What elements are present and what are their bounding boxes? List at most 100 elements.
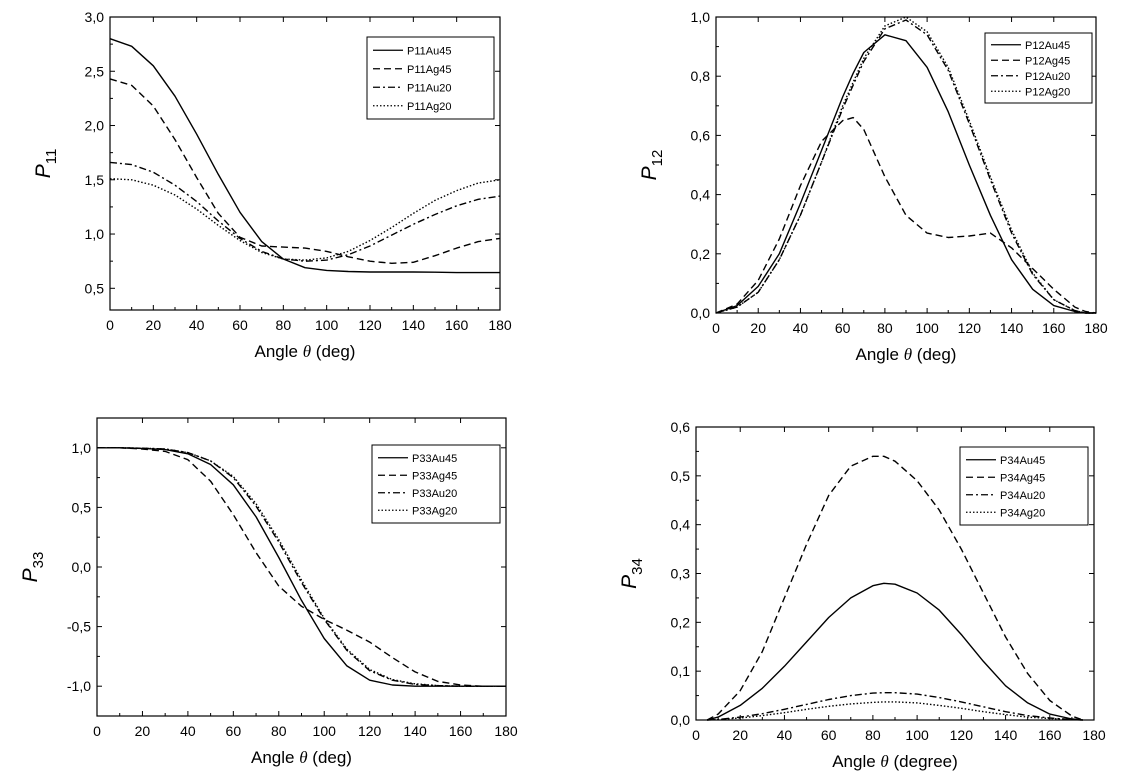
legend-label: P33Au45 [412, 453, 457, 465]
x-tick-label: 120 [958, 320, 982, 336]
x-axis-title-word: Angle [856, 345, 904, 364]
x-axis-title-symbol: θ [299, 748, 307, 767]
x-tick-label: 60 [821, 727, 837, 743]
x-tick-label: 100 [315, 317, 339, 333]
x-tick-label: 100 [915, 320, 939, 336]
y-tick-label: -0,5 [67, 619, 91, 635]
series-line-P11Ag20 [109, 178, 501, 261]
y-axis-title-main: P [32, 164, 55, 178]
x-axis-title-unit: (deg) [308, 748, 352, 767]
y-axis-title-main: P [638, 166, 661, 180]
x-tick-label: 60 [835, 320, 851, 336]
y-tick-label: 0,6 [691, 127, 711, 143]
x-tick-label: 40 [777, 727, 793, 743]
legend-label: P11Ag45 [407, 64, 451, 76]
x-axis-title-unit: (deg) [912, 345, 956, 364]
y-axis-title-subscript: 11 [43, 149, 60, 165]
y-tick-label: 2,5 [85, 63, 105, 79]
x-tick-label: 80 [271, 723, 287, 739]
legend: P33Au45 P33Ag45 P33Au20 P33Ag20 [371, 444, 501, 524]
legend-label: P12Ag20 [1025, 86, 1070, 98]
y-tick-label: 0,5 [671, 468, 691, 484]
y-tick-label: -1,0 [67, 678, 91, 694]
y-axis-title-subscript: 12 [649, 150, 666, 167]
legend-label: P12Ag45 [1025, 55, 1070, 67]
x-tick-label: 0 [106, 317, 114, 333]
x-tick-label: 140 [402, 317, 426, 333]
legend: P12Au45 P12Ag45 P12Au20 P12Ag20 [984, 32, 1093, 104]
x-axis-title: Angle θ (deg) [251, 748, 352, 767]
x-tick-label: 160 [1038, 727, 1062, 743]
x-axis-title-symbol: θ [303, 342, 311, 361]
y-axis-title-subscript: 34 [629, 558, 646, 575]
x-tick-label: 0 [712, 320, 720, 336]
x-axis-title: Angle θ (deg) [856, 345, 957, 364]
legend-label: P11Au20 [407, 82, 451, 94]
x-axis-title-symbol: θ [880, 752, 888, 771]
series-line-P34Au20 [707, 692, 1083, 721]
series-line-P33Au20 [97, 447, 506, 687]
x-tick-label: 80 [877, 320, 893, 336]
chart-panel-4: 0 20 40 60 80 100 120 140 160 180 0,0 0,1 0,2 0,3 0,4 0… [618, 419, 1106, 771]
x-axis-title-unit: (deg) [311, 342, 355, 361]
y-tick-label: 0,3 [671, 566, 691, 582]
x-tick-label: 160 [449, 723, 473, 739]
y-tick-label: 0,4 [671, 517, 691, 533]
x-tick-label: 140 [403, 723, 427, 739]
legend-label: P12Au45 [1025, 40, 1070, 52]
legend: P11Au45 P11Ag45 P11Au20 P11Ag20 [366, 36, 495, 120]
series-line-P11Au45 [109, 38, 500, 274]
x-tick-label: 100 [313, 723, 337, 739]
series-line-P11Au20 [109, 161, 501, 262]
x-tick-label: 60 [232, 317, 248, 333]
x-tick-label: 120 [358, 723, 382, 739]
series-line-P34Au45 [706, 582, 1083, 721]
x-tick-label: 120 [950, 727, 974, 743]
y-tick-label: 0,0 [671, 712, 691, 728]
y-tick-label: 0,2 [671, 614, 691, 630]
legend: P34Au45 P34Ag45 P34Au20 P34Ag20 [959, 446, 1089, 526]
legend-label: P34Ag45 [1000, 472, 1045, 484]
x-tick-label: 40 [189, 317, 205, 333]
legend-label: P34Ag20 [1000, 507, 1045, 519]
x-tick-label: 60 [226, 723, 242, 739]
x-tick-label: 100 [905, 727, 929, 743]
x-tick-label: 20 [146, 317, 162, 333]
series-line-P12Au45 [715, 34, 1096, 314]
x-tick-label: 120 [358, 317, 382, 333]
y-tick-label: 1,0 [85, 226, 105, 242]
y-tick-label: 0,5 [85, 280, 105, 296]
x-tick-label: 80 [865, 727, 881, 743]
series-line-P34Ag20 [707, 701, 1083, 721]
legend-label: P11Au45 [407, 45, 451, 57]
x-tick-label: 140 [1000, 320, 1024, 336]
y-tick-label: 0,1 [671, 663, 691, 679]
x-axis-title-word: Angle [255, 342, 303, 361]
x-tick-label: 20 [135, 723, 151, 739]
chart-panel-1: 0 20 40 60 80 100 120 140 160 180 0,5 1,0 1,5 2,0 2,5 3… [32, 9, 512, 361]
y-axis-title: P12 [638, 150, 666, 181]
chart-panel-2: 0 20 40 60 80 100 120 140 160 180 0,0 0,2 0,4 0,6 0,8 1… [638, 9, 1108, 364]
series-line-P33Ag20 [97, 447, 506, 687]
y-tick-label: 2,0 [85, 118, 105, 134]
y-tick-label: 3,0 [85, 9, 105, 25]
y-axis-title: P33 [19, 552, 47, 583]
y-tick-label: 1,5 [85, 172, 105, 188]
y-tick-label: 0,0 [691, 305, 711, 321]
x-tick-label: 80 [276, 317, 292, 333]
y-tick-label: 1,0 [72, 440, 92, 456]
y-axis-title-subscript: 33 [30, 552, 47, 569]
x-tick-label: 40 [793, 320, 809, 336]
x-tick-label: 0 [692, 727, 700, 743]
y-axis-title-main: P [19, 568, 42, 582]
x-tick-label: 180 [488, 317, 512, 333]
y-axis-title: P11 [32, 149, 60, 179]
y-tick-label: 0,0 [72, 559, 92, 575]
legend-label: P33Ag45 [412, 470, 457, 482]
x-tick-label: 0 [93, 723, 101, 739]
y-tick-label: 1,0 [691, 9, 711, 25]
x-axis-title: Angle θ (degree) [832, 752, 958, 771]
series-line-P34Ag45 [706, 455, 1084, 721]
x-axis-title-unit: (degree) [889, 752, 958, 771]
